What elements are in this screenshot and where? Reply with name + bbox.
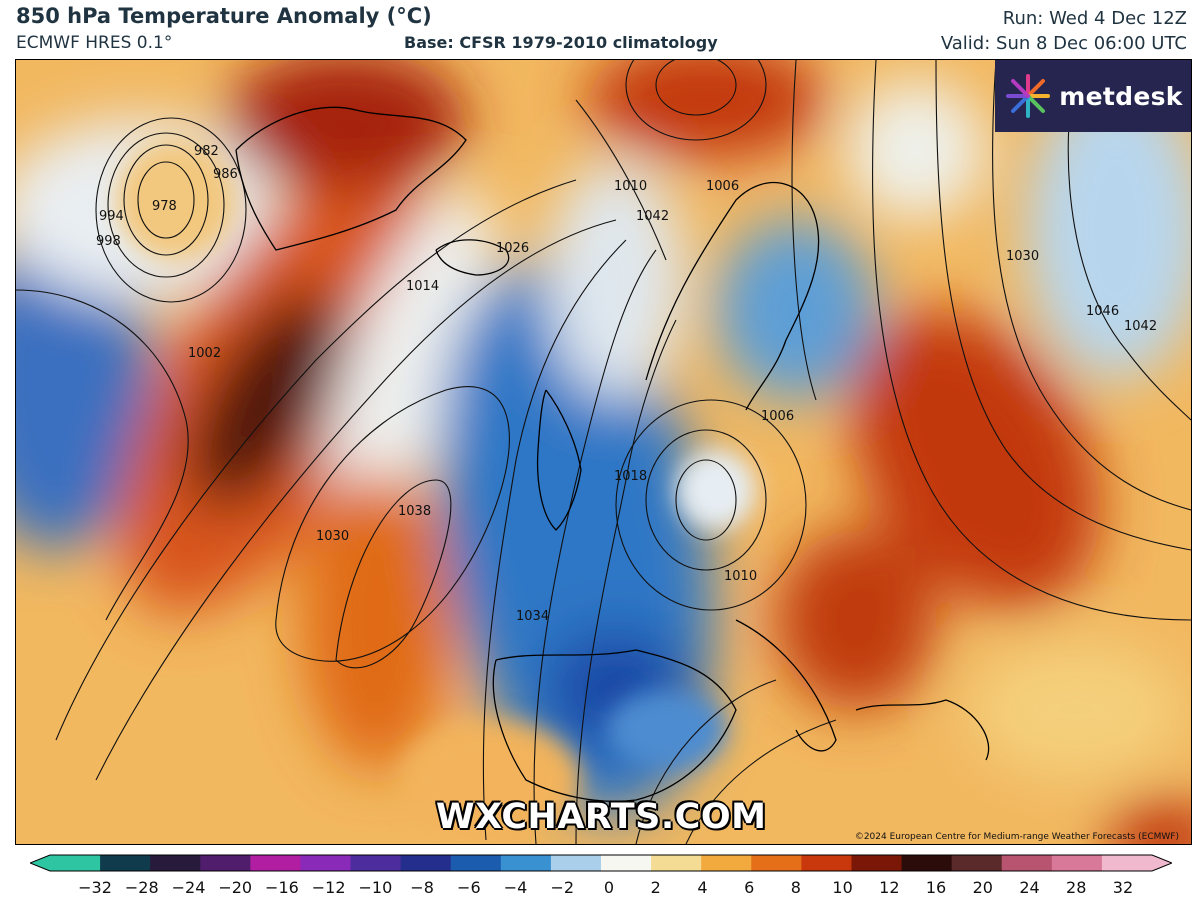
colorbar-segment <box>851 855 903 871</box>
colorbar-extend-left <box>30 855 50 871</box>
colorbar-segment <box>550 855 602 871</box>
colorbar-segment <box>500 855 552 871</box>
colorbar-tick-label: 16 <box>925 878 947 897</box>
colorbar-segment <box>300 855 352 871</box>
colorbar-tick-label: 0 <box>603 878 615 897</box>
colorbar-extend-right <box>1152 855 1172 871</box>
colorbar-tick-label: 2 <box>650 878 661 897</box>
run-time-label: Run: Wed 4 Dec 12Z <box>1002 8 1187 29</box>
colorbar-tick-label: 4 <box>697 878 708 897</box>
isobar-label: 986 <box>213 167 238 182</box>
colorbar-tick-label: −4 <box>503 878 528 897</box>
colorbar-segment <box>450 855 502 871</box>
colorbar-tick-label: −10 <box>358 878 393 897</box>
isobar-label: 1042 <box>636 209 669 224</box>
colorbar-tick-label: 8 <box>790 878 801 897</box>
colorbar-segment <box>150 855 201 871</box>
metdesk-burst-icon <box>1006 74 1051 118</box>
isobar-label: 1010 <box>614 179 647 194</box>
isobar-label: 982 <box>194 144 219 159</box>
isobar-label: 1030 <box>1006 249 1039 264</box>
colorbar-tick-label: −24 <box>171 878 206 897</box>
colorbar-segment <box>651 855 702 871</box>
anomaly-field: 978 982 986 994 998 1002 1006 1010 1042 1026 1014 1… <box>16 60 1191 844</box>
isobar-label: 1034 <box>516 609 549 624</box>
chart-title: 850 hPa Temperature Anomaly (°C) <box>16 4 432 28</box>
colorbar-segment <box>801 855 852 871</box>
colorbar-tick-label: 10 <box>832 878 853 897</box>
colorbar-segment <box>250 855 301 871</box>
isobar-label: 1006 <box>706 179 739 194</box>
colorbar-segment <box>200 855 251 871</box>
colorbar-tick-label: −16 <box>265 878 299 897</box>
colorbar-segment <box>100 855 151 871</box>
isobar-label: 1006 <box>761 409 794 424</box>
isobar-label: 1030 <box>316 529 349 544</box>
isobar-label: 994 <box>99 209 124 224</box>
colorbar-tick-label: −20 <box>218 878 253 897</box>
model-label: ECMWF HRES 0.1° <box>16 33 173 53</box>
isobar-label: 978 <box>152 199 177 214</box>
colorbar-tick-label: 12 <box>879 878 900 897</box>
isobar-label: 1042 <box>1124 319 1157 334</box>
colorbar <box>30 854 1172 872</box>
colorbar-tick-label: 32 <box>1112 878 1134 897</box>
colorbar-segment <box>400 855 452 871</box>
isobar-label: 1002 <box>188 346 221 361</box>
anomaly-map: 978 982 986 994 998 1002 1006 1010 1042 1026 1014 1… <box>15 59 1192 845</box>
colorbar-segment <box>901 855 953 871</box>
metdesk-logo: metdesk <box>995 60 1191 132</box>
colorbar-segment <box>701 855 752 871</box>
isobar-label: 1018 <box>614 469 647 484</box>
colorbar-segment <box>1101 855 1153 871</box>
colorbar-tick-label: 20 <box>972 878 993 897</box>
wxcharts-watermark: WXCHARTS.COM <box>436 797 767 837</box>
base-climatology-label: Base: CFSR 1979-2010 climatology <box>404 33 718 52</box>
isobar-label: 1038 <box>398 504 431 519</box>
colorbar-tick-label: −2 <box>550 878 575 897</box>
isobar-label: 1010 <box>724 569 757 584</box>
isobar-label: 1014 <box>406 279 439 294</box>
isobar-label: 998 <box>96 234 121 249</box>
isobar-label: 1026 <box>496 241 529 256</box>
colorbar-segment <box>350 855 402 871</box>
isobar-label: 1046 <box>1086 304 1119 319</box>
colorbar-tick-label: −12 <box>311 878 346 897</box>
colorbar-segment <box>601 855 652 871</box>
colorbar-tick-label: −28 <box>124 878 159 897</box>
colorbar-tick-label: −6 <box>457 878 481 897</box>
colorbar-tick-label: 28 <box>1066 878 1087 897</box>
colorbar-tick-label: −8 <box>410 878 434 897</box>
colorbar-tick-label: −32 <box>78 878 112 897</box>
valid-time-label: Valid: Sun 8 Dec 06:00 UTC <box>940 33 1187 54</box>
colorbar-segment <box>751 855 802 871</box>
copyright-notice: ©2024 European Centre for Medium-range W… <box>854 832 1179 842</box>
colorbar-segment <box>50 855 101 871</box>
isobar-labels: 978 982 986 994 998 1002 1006 1010 1042 1026 1014 1… <box>96 144 1157 624</box>
colorbar-segment <box>1051 855 1103 871</box>
metdesk-logo-text: metdesk <box>1059 81 1183 111</box>
colorbar-tick-label: 24 <box>1019 878 1040 897</box>
colorbar-segment <box>951 855 1003 871</box>
colorbar-segment <box>1001 855 1053 871</box>
colorbar-tick-label: 6 <box>744 878 755 897</box>
